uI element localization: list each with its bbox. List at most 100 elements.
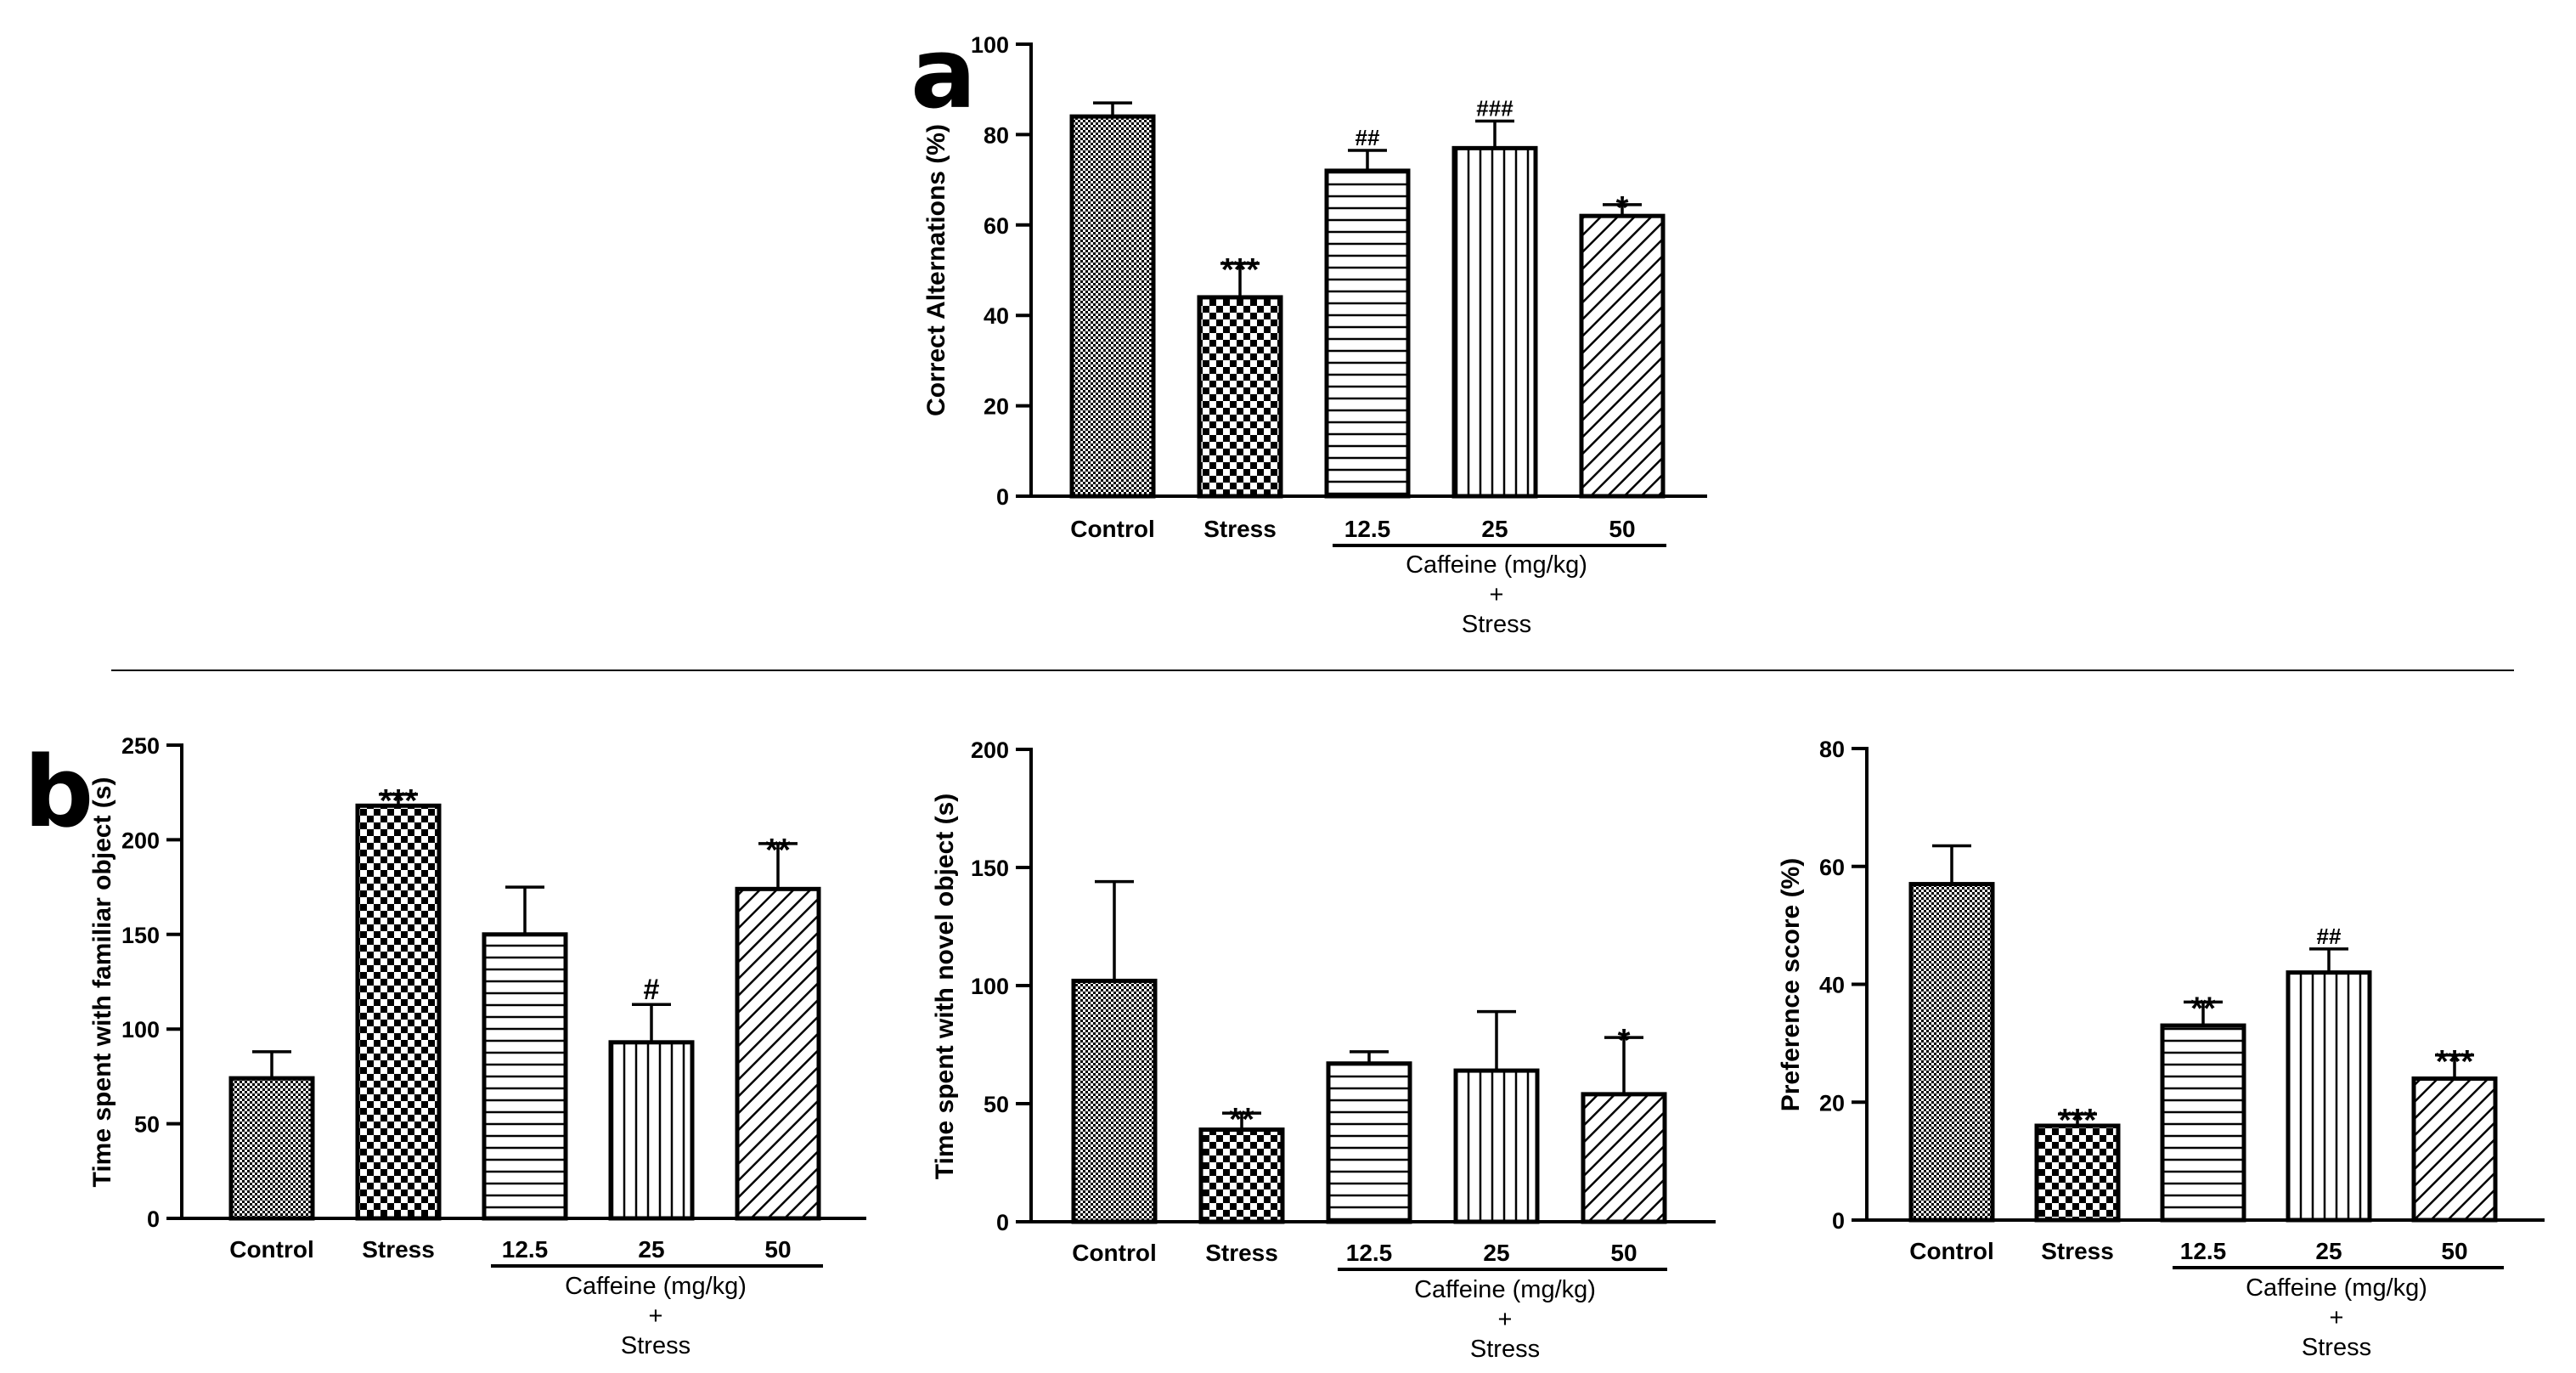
bar-50 <box>1579 213 1666 499</box>
category-label: Control <box>229 1236 314 1263</box>
group-label-line: Stress <box>2302 1334 2371 1361</box>
category-label: 25 <box>1481 516 1508 542</box>
category-label: Control <box>1070 516 1155 542</box>
bar-stress <box>355 803 442 1221</box>
significance-label: *** <box>2059 1103 2097 1139</box>
charts: 0 20 40 60 80 100 Correct Alternations (%) Cont… <box>88 32 2545 1363</box>
category-label: 12.5 <box>502 1236 549 1263</box>
bar-control <box>1069 114 1156 499</box>
bar-25 <box>2286 970 2372 1223</box>
y-tick-label: 80 <box>984 122 1009 148</box>
bar-50 <box>2411 1076 2498 1223</box>
bar-25 <box>608 1040 695 1221</box>
bar-stress <box>1197 295 1283 499</box>
bar-control <box>228 1076 315 1221</box>
y-tick-label: 200 <box>971 737 1009 763</box>
bar-control <box>1908 882 1995 1223</box>
category-label: Stress <box>2041 1238 2114 1264</box>
significance-label: ** <box>1229 1102 1254 1138</box>
group-label-line: + <box>2330 1304 2344 1331</box>
y-tick-label: 150 <box>971 856 1009 881</box>
y-tick-label: 20 <box>1819 1090 1845 1116</box>
category-label: 50 <box>1609 516 1635 542</box>
y-tick-label: 250 <box>121 733 160 759</box>
bar-12-5 <box>1326 1061 1412 1224</box>
category-label: Control <box>1072 1240 1157 1266</box>
significance-label: * <box>1616 190 1629 226</box>
y-tick-label: 50 <box>984 1092 1009 1117</box>
category-label: Stress <box>1205 1240 1278 1266</box>
category-label: 50 <box>1610 1240 1637 1266</box>
category-label: 25 <box>2315 1238 2342 1264</box>
chart-3: 0 50 100 150 200 Time spent with novel object… <box>931 737 1716 1363</box>
chart-1: 0 20 40 60 80 100 Correct Alternations (%) Cont… <box>922 32 1707 638</box>
category-label: 12.5 <box>1344 516 1391 542</box>
y-tick-label: 40 <box>984 303 1009 329</box>
category-label: 12.5 <box>2180 1238 2227 1264</box>
bar-25 <box>1451 145 1538 499</box>
group-label-line: Stress <box>621 1332 691 1359</box>
y-axis-title: Time spent with familiar object (s) <box>88 777 116 1188</box>
category-label: Control <box>1909 1238 1994 1264</box>
bar-stress <box>1198 1127 1285 1224</box>
significance-label: *** <box>2436 1044 2474 1080</box>
y-tick-label: 0 <box>1832 1208 1845 1234</box>
group-label-line: + <box>1498 1306 1513 1333</box>
bar-control <box>1071 978 1158 1224</box>
significance-label: *** <box>1221 252 1260 288</box>
significance-label: *** <box>380 783 418 819</box>
bar-12-5 <box>482 932 568 1221</box>
bar-50 <box>735 886 821 1221</box>
y-tick-label: 50 <box>134 1112 160 1138</box>
bar-12-5 <box>2160 1023 2246 1223</box>
panel-letter-a: a <box>910 17 977 131</box>
y-tick-label: 0 <box>996 484 1009 510</box>
significance-label: ## <box>1356 125 1380 150</box>
y-tick-label: 20 <box>984 394 1009 420</box>
y-tick-label: 200 <box>121 828 160 853</box>
group-label-line: Caffeine (mg/kg) <box>2246 1274 2427 1302</box>
y-tick-label: 0 <box>996 1210 1009 1235</box>
y-tick-label: 60 <box>1819 855 1845 880</box>
significance-label: * <box>1618 1023 1631 1059</box>
y-tick-label: 100 <box>971 32 1009 58</box>
bar-25 <box>1453 1068 1540 1224</box>
y-tick-label: 0 <box>147 1206 160 1232</box>
y-tick-label: 100 <box>121 1017 160 1042</box>
group-label-line: + <box>1490 581 1504 608</box>
group-label-line: + <box>649 1302 663 1330</box>
chart-4: 0 20 40 60 80 Preference score (%) Control *** S… <box>1777 737 2545 1361</box>
category-label: 50 <box>764 1236 791 1263</box>
group-label-line: Stress <box>1470 1336 1540 1363</box>
bar-50 <box>1581 1092 1667 1224</box>
y-tick-label: 40 <box>1819 973 1845 998</box>
significance-label: ### <box>1476 95 1513 121</box>
y-axis-title: Time spent with novel object (s) <box>931 794 959 1180</box>
y-axis-title: Preference score (%) <box>1777 858 1805 1111</box>
group-label-line: Caffeine (mg/kg) <box>565 1273 747 1300</box>
category-label: Stress <box>1203 516 1277 542</box>
category-label: 25 <box>1483 1240 1509 1266</box>
category-label: Stress <box>362 1236 435 1263</box>
group-label-line: Caffeine (mg/kg) <box>1406 551 1587 579</box>
significance-label: ** <box>765 833 791 868</box>
category-label: 50 <box>2441 1238 2467 1264</box>
y-axis-title: Correct Alternations (%) <box>922 124 950 416</box>
panel-letter-b: b <box>24 736 93 850</box>
y-tick-label: 100 <box>971 974 1009 999</box>
group-label-line: Caffeine (mg/kg) <box>1414 1276 1596 1303</box>
category-label: 25 <box>638 1236 664 1263</box>
significance-label: # <box>644 974 660 1006</box>
significance-label: ## <box>2317 924 2342 949</box>
category-label: 12.5 <box>1346 1240 1393 1266</box>
bar-12-5 <box>1324 168 1411 499</box>
bar-stress <box>2034 1123 2121 1223</box>
y-tick-label: 60 <box>984 213 1009 239</box>
group-label-line: Stress <box>1462 611 1531 638</box>
y-tick-label: 150 <box>121 923 160 948</box>
significance-label: ** <box>2190 991 2216 1026</box>
y-tick-label: 80 <box>1819 737 1845 762</box>
